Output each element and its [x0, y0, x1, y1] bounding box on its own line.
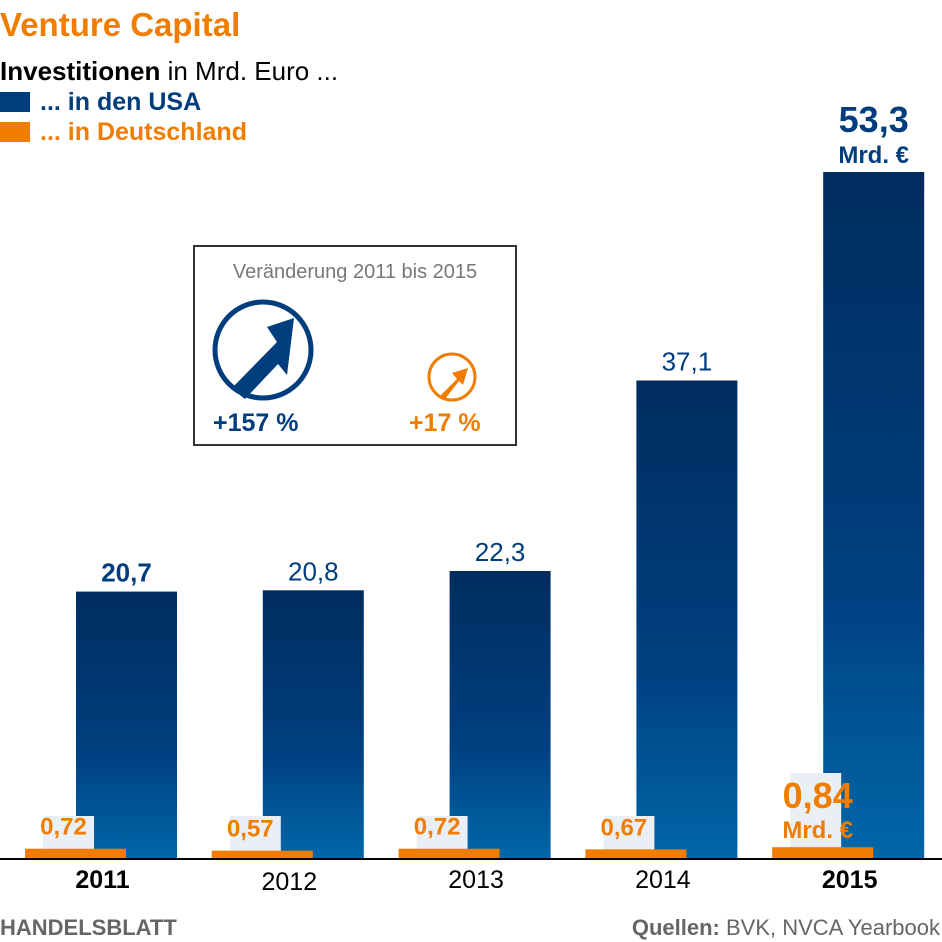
value-label-de: 0,72 — [414, 814, 461, 841]
arrow-icons: +157 % +17 % — [212, 299, 481, 437]
bar-usa — [636, 380, 738, 858]
bar-usa — [76, 591, 177, 858]
x-tick-label: 2013 — [448, 866, 504, 894]
x-tick-label: 2011 — [75, 866, 129, 894]
subtitle-bold: Investitionen — [0, 56, 161, 86]
unit-label-usa: Mrd. € — [838, 142, 909, 169]
change-heading: Veränderung 2011 bis 2015 — [232, 261, 478, 283]
value-label-de: 0,67 — [601, 814, 648, 841]
value-label-de: 0,84 — [783, 775, 853, 816]
legend-label-usa: ... in den USA — [40, 88, 202, 116]
x-tick-label: 2012 — [261, 868, 317, 896]
arrow-up-right-icon-usa — [212, 299, 314, 401]
value-label-usa: 20,7 — [101, 558, 152, 588]
change-box: Veränderung 2011 bis 2015 +157 % +17 % — [193, 245, 517, 446]
arrow-up-right-icon-de — [427, 352, 477, 402]
legend-swatch-de — [0, 122, 30, 142]
value-label-usa: 53,3 — [839, 99, 909, 140]
value-label-de: 0,57 — [227, 816, 274, 843]
bar-de — [25, 848, 126, 858]
value-label-usa: 20,8 — [288, 556, 339, 586]
subtitle: Investitionen in Mrd. Euro ... — [0, 56, 338, 87]
legend-swatch-usa — [0, 92, 30, 112]
bar-usa — [823, 172, 925, 858]
bar-de — [772, 847, 874, 858]
source-label: Quellen: — [631, 915, 720, 940]
bar-usa — [449, 570, 551, 858]
source-text: BVK, NVCA Yearbook — [719, 915, 940, 940]
bar-de — [398, 848, 500, 858]
chart-title: Venture Capital — [0, 6, 241, 43]
legend-usa: ... in den USA — [0, 88, 201, 117]
brand-logo: HANDELSBLATT — [0, 915, 177, 940]
bar-de — [585, 849, 687, 858]
value-label-usa: 37,1 — [662, 347, 713, 377]
change-usa: +157 % — [213, 409, 299, 437]
value-label-usa: 22,3 — [475, 537, 526, 567]
label-bg — [790, 773, 842, 858]
legend-label-de: ... in Deutschland — [40, 118, 247, 146]
x-tick-label: 2014 — [635, 866, 691, 894]
change-de: +17 % — [409, 409, 481, 437]
subtitle-rest: in Mrd. Euro ... — [160, 56, 339, 86]
source-note: Quellen: BVK, NVCA Yearbook — [632, 915, 940, 941]
bar-de — [211, 850, 313, 858]
bar-usa — [262, 590, 364, 858]
legend-de: ... in Deutschland — [0, 118, 247, 147]
unit-label-de: Mrd. € — [782, 817, 853, 844]
value-label-de: 0,72 — [40, 814, 87, 841]
x-tick-label: 2015 — [822, 866, 878, 894]
